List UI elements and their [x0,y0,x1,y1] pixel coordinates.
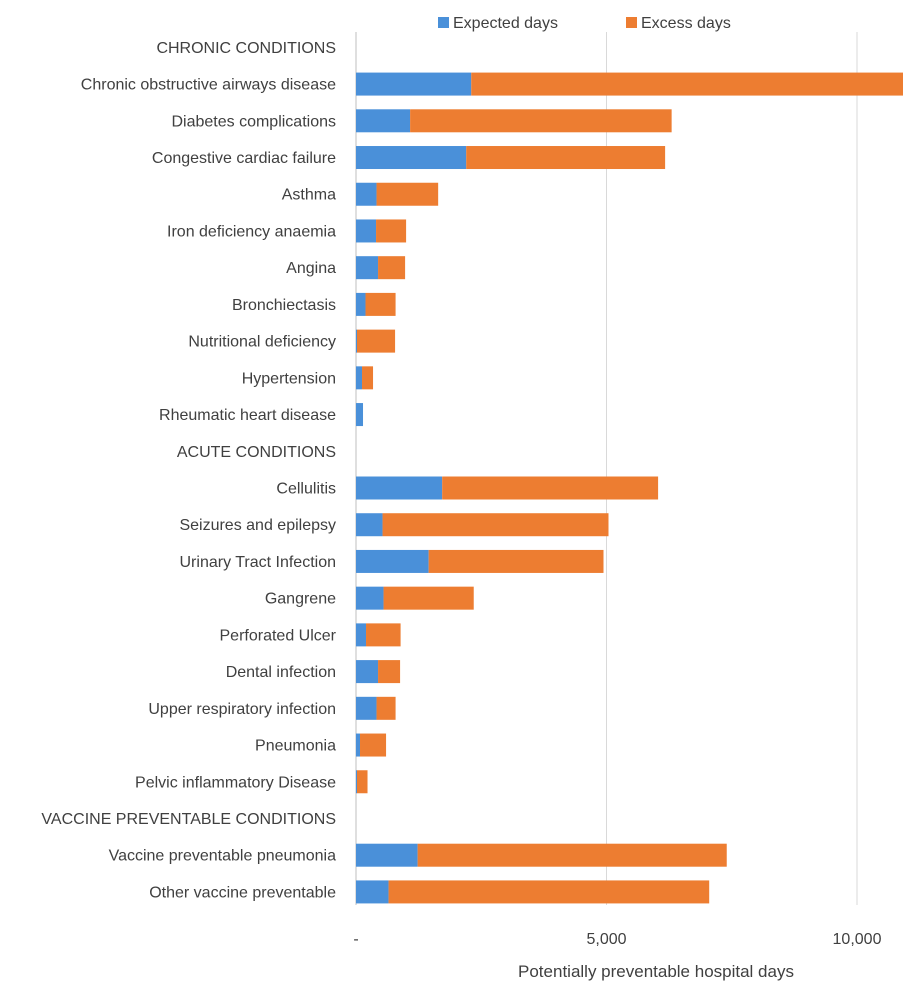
bar-expected-days [356,146,467,170]
bar-expected-days [356,109,411,133]
bar-expected-days [356,513,383,537]
x-tick-label: 10,000 [833,931,882,948]
bar-expected-days [356,256,379,280]
bar-expected-days [356,366,363,390]
bars [356,72,903,904]
bar-expected-days [356,623,367,647]
bar-excess-days [382,513,609,537]
category-label: Dental infection [226,664,336,681]
category-label: Seizures and epilepsy [179,517,336,534]
category-label: Vaccine preventable pneumonia [109,848,337,865]
category-label: Angina [286,260,336,277]
category-label: Rheumatic heart disease [159,407,336,424]
bar-expected-days [356,219,377,243]
category-label: Gangrene [265,591,336,608]
bar-expected-days [356,843,418,867]
x-tick-label: - [353,931,358,948]
bar-excess-days [376,696,396,720]
bar-excess-days [466,146,666,170]
category-label: Asthma [282,187,336,204]
category-labels: CHRONIC CONDITIONS Chronic obstructive ai… [41,40,336,902]
category-label: VACCINE PREVENTABLE CONDITIONS [41,811,336,828]
category-label: Cellulitis [276,481,336,498]
bar-expected-days [356,733,361,757]
x-axis-title: Potentially preventable hospital days [518,962,794,981]
bar-excess-days [428,549,604,573]
category-label: Other vaccine preventable [149,884,336,901]
legend-label-excess: Excess days [641,15,731,32]
category-label: ACUTE CONDITIONS [177,444,336,461]
bar-expected-days [356,549,429,573]
category-label: Perforated Ulcer [220,627,337,644]
bar-excess-days [357,329,396,353]
bar-excess-days [410,109,672,133]
x-tick-label: 5,000 [586,931,626,948]
bar-excess-days [357,770,368,794]
bar-expected-days [356,292,366,316]
bar-expected-days [356,72,472,96]
bar-expected-days [356,660,379,684]
bar-expected-days [356,182,377,206]
bar-excess-days [442,476,659,500]
gridlines [355,32,858,905]
category-label: Urinary Tract Infection [180,554,337,571]
bar-excess-days [471,72,903,96]
bar-excess-days [378,660,401,684]
bar-expected-days [356,696,377,720]
bar-expected-days [356,329,358,353]
legend-swatch-expected [438,17,449,28]
bar-expected-days [356,403,364,427]
category-label: Pneumonia [255,738,336,755]
bar-excess-days [376,182,439,206]
bar-excess-days [383,586,474,610]
legend: Expected days Excess days [438,15,731,32]
category-label: Nutritional deficiency [188,334,336,351]
legend-label-expected: Expected days [453,15,558,32]
bar-excess-days [417,843,727,867]
x-tick-labels: - 5,000 10,000 [353,931,881,948]
bar-excess-days [360,733,387,757]
legend-swatch-excess [626,17,637,28]
category-label: Pelvic inflammatory Disease [135,774,336,791]
category-label: Bronchiectasis [232,297,336,314]
category-label: Chronic obstructive airways disease [81,77,336,94]
bar-excess-days [378,256,406,280]
category-label: Hypertension [242,370,336,387]
bar-excess-days [376,219,407,243]
bar-excess-days [366,623,401,647]
category-label: Diabetes complications [171,113,336,130]
bar-expected-days [356,476,443,500]
bar-excess-days [388,880,710,904]
category-label: Upper respiratory infection [148,701,336,718]
category-label: Iron deficiency anaemia [167,223,336,240]
bar-excess-days [365,292,396,316]
category-label: Congestive cardiac failure [152,150,336,167]
category-label: CHRONIC CONDITIONS [156,40,336,57]
bar-expected-days [356,586,384,610]
bar-excess-days [362,366,374,390]
bar-expected-days [356,770,358,794]
bar-expected-days [356,880,389,904]
